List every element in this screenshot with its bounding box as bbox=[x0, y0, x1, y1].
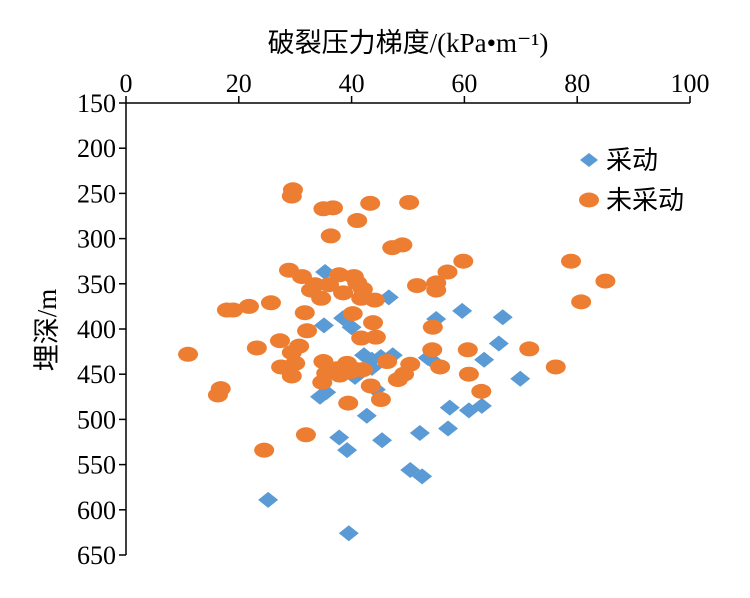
data-point-wei-cai-dong bbox=[207, 387, 228, 403]
x-axis-title: 破裂压力梯度/(kPa•m⁻¹) bbox=[268, 28, 549, 58]
y-axis-title: 埋深/m bbox=[32, 289, 62, 372]
data-point-cai-dong bbox=[438, 420, 459, 437]
data-point-cai-dong bbox=[409, 424, 430, 441]
y-tick-label: 300 bbox=[77, 225, 116, 254]
y-tick-label: 650 bbox=[77, 541, 116, 570]
data-point-wei-cai-dong bbox=[360, 195, 381, 211]
data-point-wei-cai-dong bbox=[342, 306, 363, 322]
data-point-cai-dong bbox=[329, 429, 350, 446]
data-point-wei-cai-dong bbox=[545, 359, 566, 375]
x-tick-label: 100 bbox=[671, 69, 710, 98]
data-point-cai-dong bbox=[341, 319, 362, 336]
y-tick-label: 550 bbox=[77, 451, 116, 480]
data-point-cai-dong bbox=[492, 309, 513, 326]
data-point-cai-dong bbox=[338, 525, 359, 542]
data-point-wei-cai-dong bbox=[430, 359, 451, 375]
data-point-wei-cai-dong bbox=[377, 354, 398, 370]
data-point-cai-dong bbox=[474, 351, 495, 368]
data-point-wei-cai-dong bbox=[392, 237, 413, 253]
data-point-cai-dong bbox=[372, 432, 393, 449]
data-point-wei-cai-dong bbox=[269, 333, 290, 349]
legend-marker-wei-cai-dong bbox=[579, 192, 599, 208]
data-point-wei-cai-dong bbox=[338, 395, 359, 411]
data-point-wei-cai-dong bbox=[312, 374, 333, 390]
data-point-wei-cai-dong bbox=[311, 290, 332, 306]
data-point-wei-cai-dong bbox=[238, 298, 259, 314]
x-tick-label: 0 bbox=[120, 69, 133, 98]
data-point-wei-cai-dong bbox=[422, 342, 443, 358]
y-tick-label: 250 bbox=[77, 179, 116, 208]
data-point-wei-cai-dong bbox=[341, 363, 362, 379]
legend: 采动 未采动 bbox=[579, 146, 684, 215]
x-tick-label: 20 bbox=[226, 69, 252, 98]
y-tick-label: 350 bbox=[77, 270, 116, 299]
data-point-wei-cai-dong bbox=[351, 330, 372, 346]
data-point-wei-cai-dong bbox=[426, 282, 447, 298]
data-point-wei-cai-dong bbox=[363, 315, 384, 331]
data-point-wei-cai-dong bbox=[519, 341, 540, 357]
data-point-wei-cai-dong bbox=[471, 383, 492, 399]
legend-label-wei-cai-dong: 未采动 bbox=[606, 186, 684, 215]
y-tick-label: 450 bbox=[77, 360, 116, 389]
x-tick-label: 60 bbox=[451, 69, 477, 98]
data-point-wei-cai-dong bbox=[437, 264, 458, 280]
y-tick-label: 150 bbox=[77, 89, 116, 118]
data-point-wei-cai-dong bbox=[178, 346, 199, 362]
y-tick-label: 600 bbox=[77, 496, 116, 525]
data-point-wei-cai-dong bbox=[387, 372, 408, 388]
data-point-wei-cai-dong bbox=[322, 200, 343, 216]
data-point-wei-cai-dong bbox=[571, 294, 592, 310]
data-point-cai-dong bbox=[439, 399, 460, 416]
data-point-cai-dong bbox=[313, 317, 334, 334]
data-point-wei-cai-dong bbox=[365, 329, 386, 345]
data-point-wei-cai-dong bbox=[399, 194, 420, 210]
y-tick-label: 500 bbox=[77, 405, 116, 434]
data-point-wei-cai-dong bbox=[246, 340, 267, 356]
plot-points bbox=[178, 182, 616, 542]
data-point-cai-dong bbox=[471, 397, 492, 414]
data-point-wei-cai-dong bbox=[260, 295, 281, 311]
data-point-wei-cai-dong bbox=[297, 323, 318, 339]
legend-marker-cai-dong bbox=[580, 153, 598, 167]
data-point-wei-cai-dong bbox=[453, 253, 474, 269]
data-point-wei-cai-dong bbox=[281, 188, 302, 204]
legend-label-cai-dong: 采动 bbox=[606, 146, 658, 175]
data-point-cai-dong bbox=[452, 302, 473, 319]
data-point-wei-cai-dong bbox=[457, 342, 478, 358]
data-point-cai-dong bbox=[510, 370, 531, 387]
data-point-wei-cai-dong bbox=[595, 273, 616, 289]
series-cai-dong bbox=[258, 264, 531, 542]
data-point-wei-cai-dong bbox=[351, 290, 372, 306]
data-point-cai-dong bbox=[412, 468, 433, 485]
data-point-wei-cai-dong bbox=[319, 277, 340, 293]
data-point-wei-cai-dong bbox=[347, 213, 368, 229]
data-point-wei-cai-dong bbox=[216, 302, 237, 318]
x-tick-label: 40 bbox=[339, 69, 365, 98]
x-tick-label: 80 bbox=[564, 69, 590, 98]
data-point-wei-cai-dong bbox=[407, 278, 428, 294]
data-point-wei-cai-dong bbox=[360, 378, 381, 394]
data-point-wei-cai-dong bbox=[370, 392, 391, 408]
data-point-cai-dong bbox=[337, 442, 358, 459]
data-point-cai-dong bbox=[258, 491, 279, 508]
axes: 0 20 40 60 80 100 150 200 250 300 350 400 450 500 550 6… bbox=[77, 69, 710, 570]
data-point-cai-dong bbox=[488, 335, 509, 352]
data-point-wei-cai-dong bbox=[560, 253, 581, 269]
data-point-wei-cai-dong bbox=[295, 427, 316, 443]
data-point-wei-cai-dong bbox=[281, 368, 302, 384]
data-point-wei-cai-dong bbox=[458, 366, 479, 382]
data-point-wei-cai-dong bbox=[254, 442, 275, 458]
data-point-wei-cai-dong bbox=[333, 285, 354, 301]
data-point-cai-dong bbox=[356, 407, 377, 424]
data-point-wei-cai-dong bbox=[422, 319, 443, 335]
y-tick-label: 200 bbox=[77, 134, 116, 163]
data-point-wei-cai-dong bbox=[294, 305, 315, 321]
y-tick-label: 400 bbox=[77, 315, 116, 344]
data-point-wei-cai-dong bbox=[320, 228, 341, 244]
series-wei-cai-dong bbox=[178, 182, 616, 458]
